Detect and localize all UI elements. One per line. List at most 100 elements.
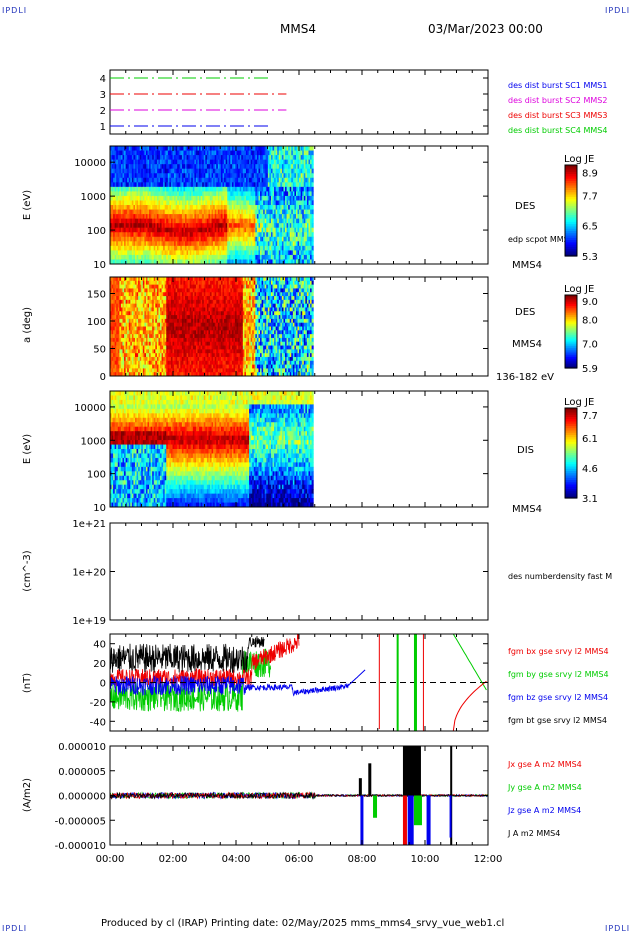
des-energy-panel-cell [166,254,169,260]
des-energy-panel-cell [163,236,166,242]
des-energy-panel-cell [233,150,236,156]
des-energy-panel-cell [214,205,217,211]
des-energy-panel-cell [114,200,117,206]
des-energy-panel-cell [260,173,263,179]
des-energy-panel-cell [111,205,114,211]
des-energy-panel-cell [172,227,175,233]
des-energy-panel-cell [258,205,261,211]
des-energy-panel-cell [111,200,114,206]
des-energy-panel-cell [199,218,202,224]
des-energy-panel-cell [133,195,136,201]
des-energy-panel-cell [127,205,130,211]
des-energy-panel-cell [147,146,150,152]
des-energy-panel-cell [144,173,147,179]
des-energy-panel-cell [130,159,133,165]
des-energy-panel-cell [116,150,119,156]
des-energy-panel-cell [233,191,236,197]
des-energy-panel-cell [177,236,180,242]
des-energy-panel-cell [113,250,116,256]
des-energy-panel-cell [128,227,131,233]
des-energy-panel-cell [242,168,245,174]
des-energy-panel-cell [147,186,150,192]
des-energy-panel-cell [155,155,158,161]
des-energy-panel-cell [127,250,130,256]
des-energy-panel-cell [197,168,200,174]
des-energy-panel-cell [208,164,211,170]
des-energy-panel-cell [214,168,217,174]
des-energy-panel-cell [224,205,227,211]
des-energy-panel-cell [153,245,156,251]
des-energy-panel-cell [210,164,213,170]
des-energy-panel-cell [241,205,244,211]
des-energy-panel-cell [274,191,277,197]
des-energy-panel-cell [119,227,122,233]
des-energy-panel-cell [270,214,274,220]
des-energy-panel-cell [125,209,128,215]
des-energy-panel-cell [239,232,242,238]
des-energy-panel-cell [244,186,247,192]
des-energy-panel-cell [250,150,253,156]
des-energy-panel-cell [255,164,258,170]
des-energy-panel-cell [225,223,228,229]
des-energy-panel-cell [258,164,261,170]
des-energy-panel-cell [183,173,186,179]
des-energy-panel-cell [188,245,191,251]
des-energy-panel-cell [125,195,128,201]
des-energy-panel-cell [217,259,220,265]
des-energy-panel-cell [144,209,147,215]
des-energy-panel-cell [199,254,202,260]
des-energy-panel-cell [153,241,156,247]
des-energy-panel-cell [270,168,274,174]
des-energy-panel-cell [242,191,245,197]
des-energy-panel-cell [161,241,164,247]
des-energy-panel-cell [227,200,230,206]
des-energy-panel-cell [231,150,234,156]
des-energy-panel-cell [164,241,167,247]
des-energy-panel-cell [199,146,202,152]
des-energy-panel-cell [200,232,203,238]
des-energy-panel-cell [145,236,149,242]
des-energy-panel-cell [281,186,284,192]
des-energy-panel-cell [160,159,163,165]
des-energy-panel-cell [136,236,139,242]
des-energy-panel-cell [216,214,219,220]
des-energy-panel-cell [261,250,264,256]
des-energy-panel-cell [274,241,277,247]
des-energy-panel-cell [197,241,200,247]
des-energy-panel-cell [231,195,234,201]
footer-credit: Produced by cl (IRAP) Printing date: 02/… [101,918,505,929]
des-energy-panel-cell [147,155,150,161]
des-energy-panel-cell [149,200,152,206]
des-energy-panel-cell [150,168,153,174]
des-energy-panel-cell [216,191,219,197]
des-energy-panel-cell [145,195,149,201]
des-energy-panel-cell [116,223,119,229]
des-energy-panel-cell [122,164,125,170]
des-energy-panel-cell [222,177,225,183]
des-energy-panel-cell [263,146,266,152]
des-energy-panel-cell [222,155,225,161]
des-energy-panel-cell [144,214,147,220]
des-energy-panel-cell [128,254,131,260]
des-energy-panel-cell [217,173,220,179]
des-energy-panel-cell [222,245,225,251]
des-energy-panel-cell [205,164,208,170]
des-energy-panel-cell [222,223,225,229]
des-energy-panel-cell [119,223,122,229]
des-energy-panel-cell [266,227,269,233]
des-energy-panel-cell [155,209,158,215]
des-energy-panel-cell [192,168,195,174]
des-energy-panel-cell [270,159,274,165]
des-energy-panel-cell [163,195,166,201]
des-energy-panel-cell [280,200,283,206]
des-energy-panel-cell [125,155,128,161]
des-energy-panel-cell [141,232,144,238]
des-energy-panel-cell [183,209,186,215]
des-energy-panel-cell [311,223,314,229]
des-energy-panel-cell [244,159,247,165]
des-energy-panel-cell [203,223,206,229]
des-energy-panel-cell [195,177,199,183]
des-energy-panel-cell [230,209,233,215]
des-energy-panel-cell [122,200,125,206]
des-energy-panel-cell [208,150,211,156]
